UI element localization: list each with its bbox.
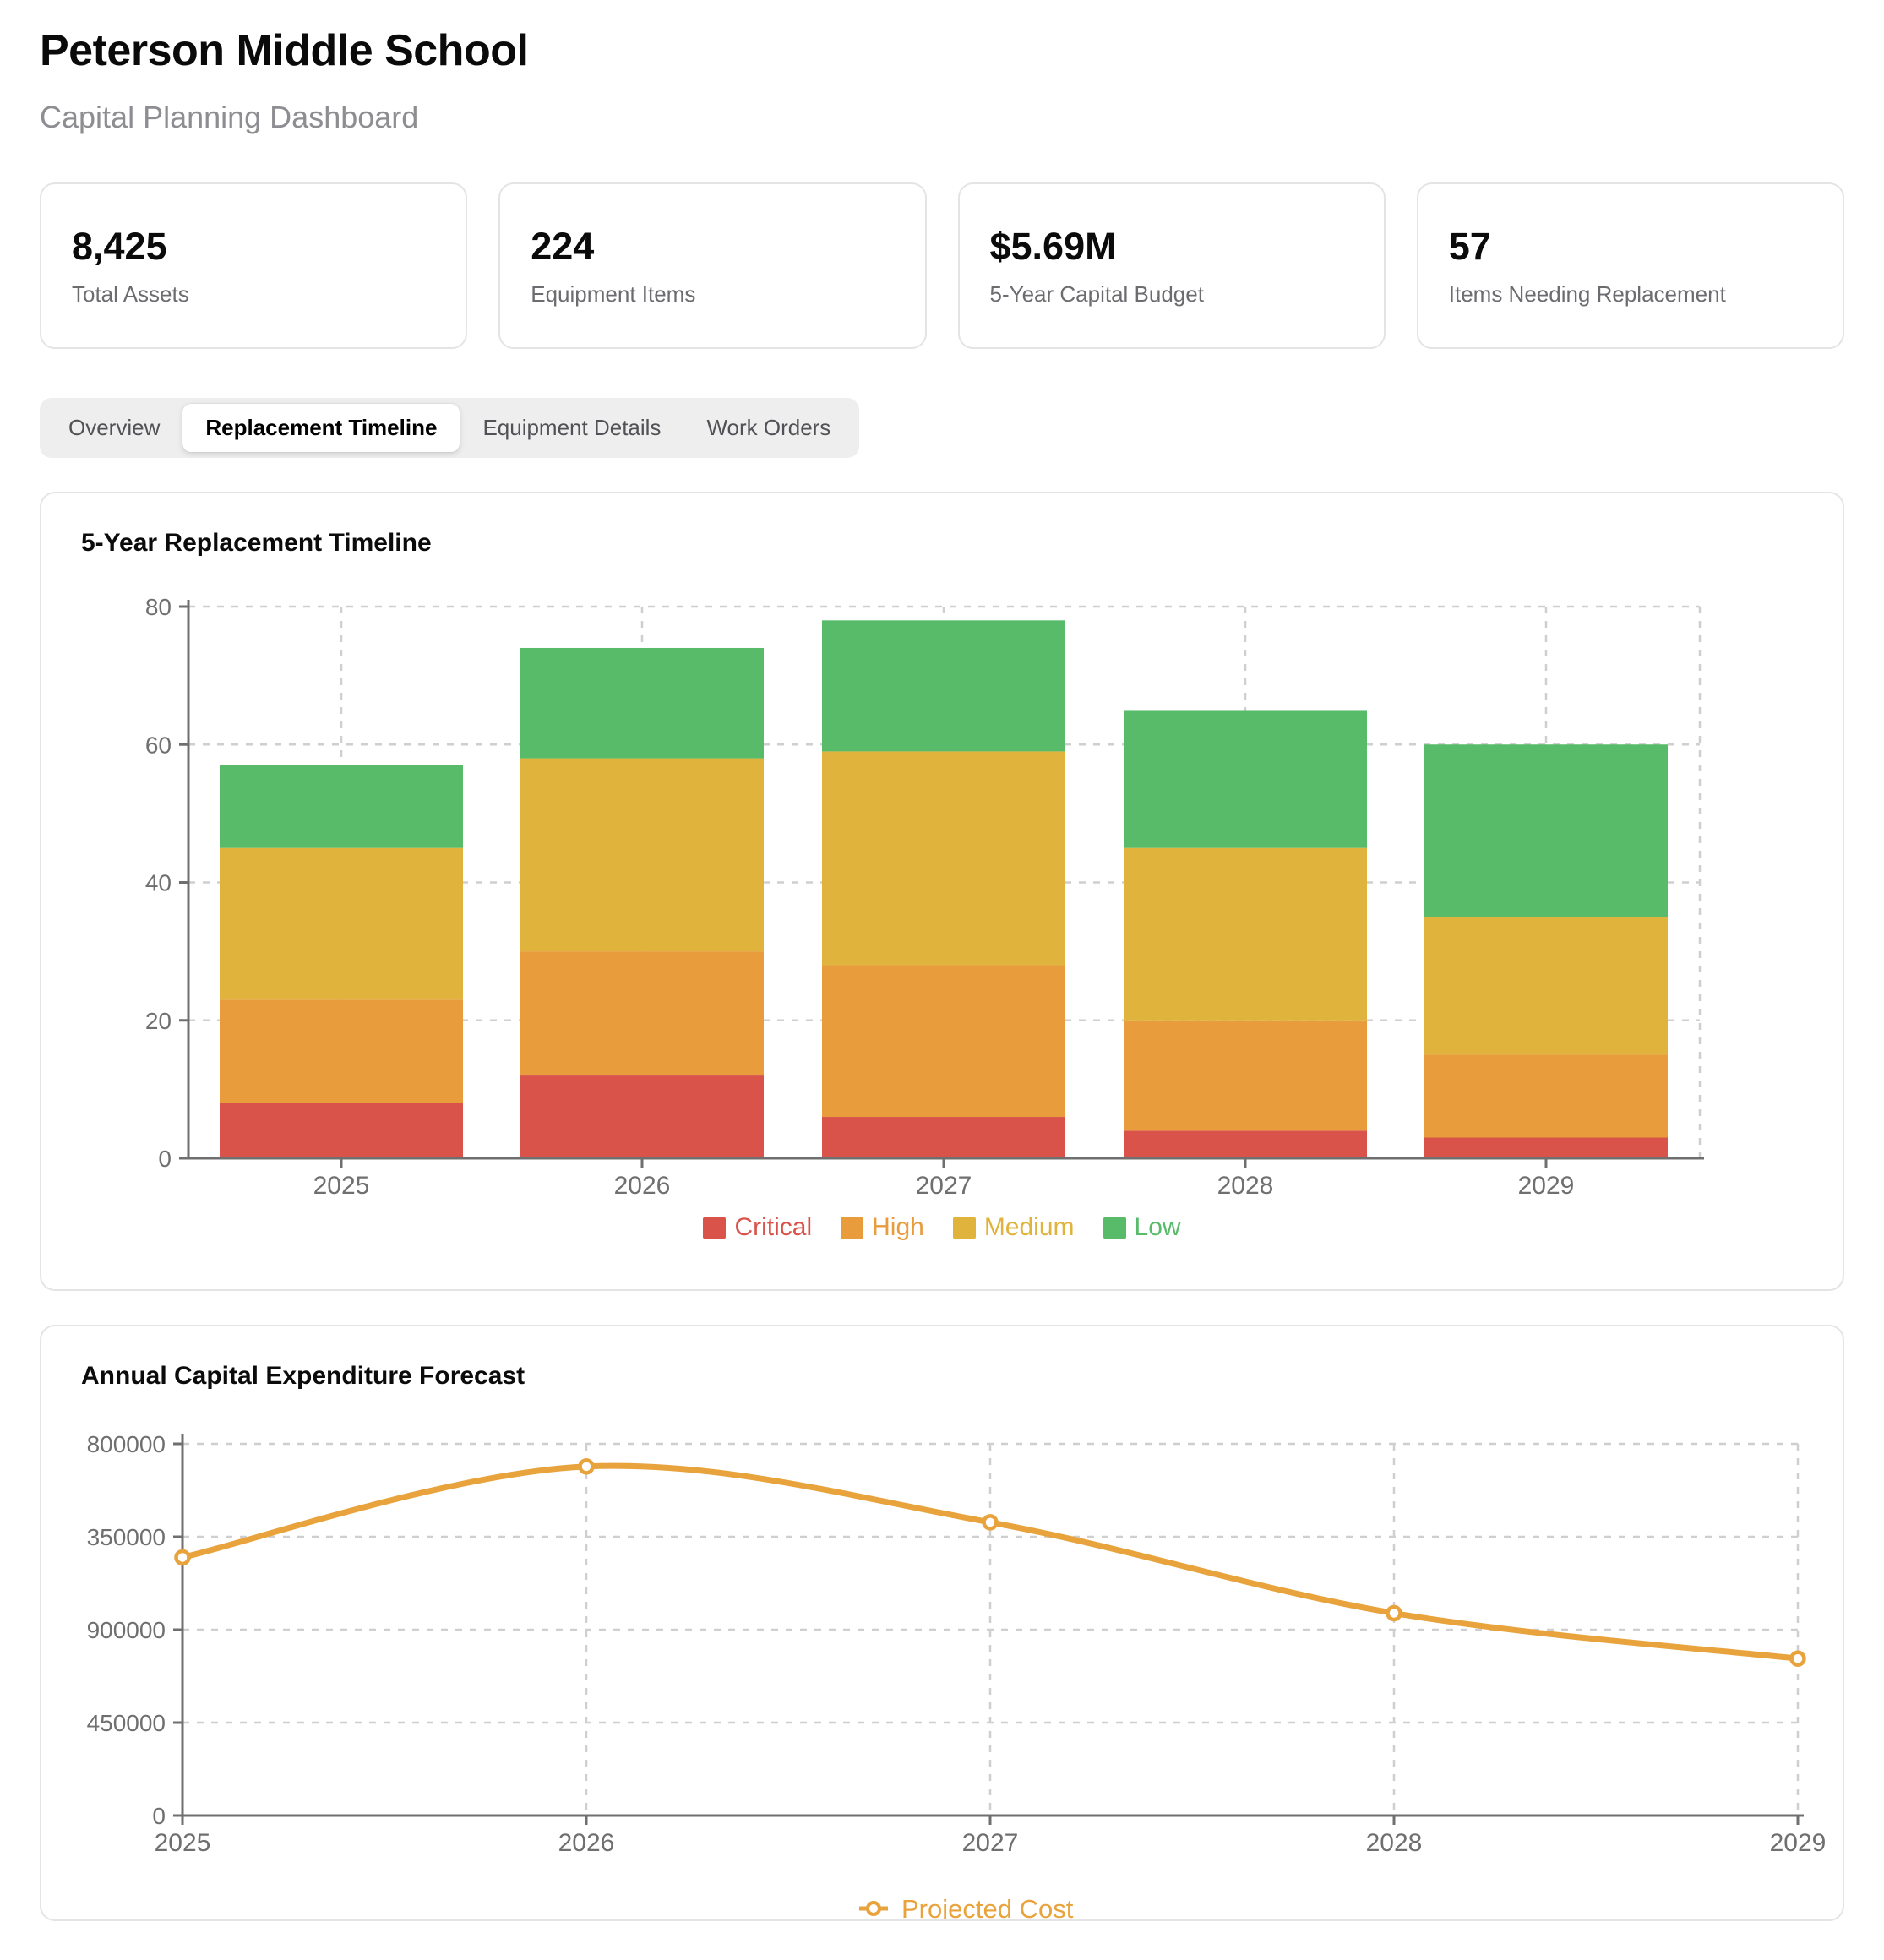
bar-ytick-label: 60 <box>145 732 172 758</box>
bar-segment-2025-low <box>220 765 463 848</box>
legend-item-low: Low <box>1103 1213 1181 1242</box>
stat-value: 8,425 <box>72 225 167 268</box>
line-xtick-label: 2029 <box>1770 1829 1827 1857</box>
bar-segment-2028-critical <box>1124 1130 1367 1158</box>
page-title: Peterson Middle School <box>40 26 529 75</box>
replacement-timeline-legend: Critical High Medium Low <box>41 1213 1843 1242</box>
bar-segment-2027-low <box>822 620 1065 752</box>
line-ytick-label: 0 <box>152 1803 166 1829</box>
data-point-2026 <box>578 1458 595 1475</box>
bar-segment-2029-high <box>1424 1054 1668 1138</box>
stat-card-equipment-items: 224 Equipment Items <box>498 182 927 349</box>
stat-label: Items Needing Replacement <box>1448 281 1726 308</box>
tab-bar: Overview Replacement Timeline Equipment … <box>40 398 860 458</box>
data-point-2029 <box>1789 1650 1806 1667</box>
legend-label: Medium <box>983 1213 1075 1241</box>
bar-segment-2025-critical <box>220 1102 463 1158</box>
line-ytick-label: 900000 <box>87 1617 166 1643</box>
bar-segment-2027-medium <box>822 751 1065 966</box>
line-xtick-label: 2027 <box>962 1829 1019 1857</box>
bar-segment-2028-medium <box>1124 847 1367 1021</box>
bar-segment-2025-high <box>220 999 463 1103</box>
bar-xtick-label: 2028 <box>1217 1172 1274 1200</box>
legend-swatch <box>841 1216 864 1239</box>
data-point-2027 <box>982 1514 999 1531</box>
bar-ytick-label: 40 <box>145 870 172 896</box>
data-point-2028 <box>1386 1604 1402 1622</box>
bar-segment-2026-medium <box>520 758 764 952</box>
stat-card-total-assets: 8,425 Total Assets <box>40 182 468 349</box>
line-ytick-label: 800000 <box>87 1431 166 1457</box>
stat-label: Equipment Items <box>531 281 696 308</box>
page-subtitle: Capital Planning Dashboard <box>40 100 419 134</box>
bar-segment-2026-critical <box>520 1075 764 1158</box>
bar-ytick-label: 80 <box>145 594 172 620</box>
bar-xtick-label: 2029 <box>1518 1172 1575 1200</box>
line-ytick-label: 450000 <box>87 1710 166 1736</box>
tab-replacement-timeline[interactable]: Replacement Timeline <box>182 404 460 452</box>
legend-item-high: High <box>841 1213 924 1242</box>
bar-segment-2028-high <box>1124 1020 1367 1131</box>
stat-value: $5.69M <box>989 225 1117 268</box>
stat-label: Total Assets <box>72 281 189 308</box>
stats-row: 8,425 Total Assets 224 Equipment Items $… <box>40 182 1844 349</box>
legend-item-critical: Critical <box>703 1213 812 1242</box>
line-legend-label: Projected Cost <box>901 1894 1074 1919</box>
tab-work-orders[interactable]: Work Orders <box>683 404 853 452</box>
tab-overview[interactable]: Overview <box>46 404 182 452</box>
expenditure-forecast-chart: 0 450000 900000 350000 800000 2025 2026 2027 202… <box>87 1431 1827 1919</box>
legend-swatch <box>952 1216 976 1239</box>
expenditure-forecast-title: Annual Capital Expenditure Forecast <box>81 1362 525 1390</box>
bar-xtick-label: 2026 <box>614 1172 671 1200</box>
bar-segment-2026-high <box>520 951 764 1076</box>
tab-equipment-details[interactable]: Equipment Details <box>460 404 683 452</box>
legend-item-medium: Medium <box>952 1213 1075 1242</box>
legend-swatch <box>703 1216 727 1239</box>
replacement-timeline-chart: 0 20 40 60 80 2025 2026 2027 2028 2029 <box>145 594 1704 1200</box>
line-xtick-label: 2025 <box>155 1829 211 1857</box>
legend-label: Critical <box>734 1213 813 1241</box>
line-legend: Projected Cost <box>859 1894 1074 1919</box>
data-point-2025 <box>174 1549 191 1566</box>
bar-segment-2026-low <box>520 647 764 759</box>
bar-segment-2029-low <box>1424 744 1668 917</box>
legend-swatch <box>1103 1216 1126 1239</box>
bar-xtick-label: 2025 <box>313 1172 370 1200</box>
bar-segment-2027-critical <box>822 1117 1065 1158</box>
bar-ytick-label: 20 <box>145 1008 172 1034</box>
bar-segment-2027-high <box>822 965 1065 1118</box>
replacement-timeline-title: 5-Year Replacement Timeline <box>81 529 432 557</box>
page-root: { "header": { "title": "Peterson Middle … <box>0 25 1884 1960</box>
stat-card-items-needing-replacement: 57 Items Needing Replacement <box>1416 182 1844 349</box>
replacement-timeline-card: 5-Year Replacement Timeline 0 20 40 60 80 202… <box>40 492 1844 1291</box>
stat-value: 57 <box>1448 225 1491 268</box>
expenditure-forecast-card: Annual Capital Expenditure Forecast 0 450… <box>40 1325 1844 1921</box>
line-ytick-label: 350000 <box>87 1524 166 1550</box>
stat-card-capital-budget: $5.69M 5-Year Capital Budget <box>957 182 1386 349</box>
stat-value: 224 <box>531 225 595 268</box>
legend-label: Low <box>1134 1213 1181 1241</box>
bar-segment-2025-medium <box>220 847 463 1000</box>
bar-segment-2029-medium <box>1424 917 1668 1055</box>
stat-label: 5-Year Capital Budget <box>989 281 1204 308</box>
bar-segment-2029-critical <box>1424 1137 1668 1158</box>
line-xtick-label: 2026 <box>558 1829 615 1857</box>
bar-ytick-label: 0 <box>158 1146 172 1172</box>
dashboard: Peterson Middle School Capital Planning … <box>0 25 1884 1921</box>
line-xtick-label: 2028 <box>1366 1829 1423 1857</box>
bar-segment-2028-low <box>1124 710 1367 848</box>
legend-label: High <box>872 1213 924 1241</box>
bar-xtick-label: 2027 <box>916 1172 972 1200</box>
